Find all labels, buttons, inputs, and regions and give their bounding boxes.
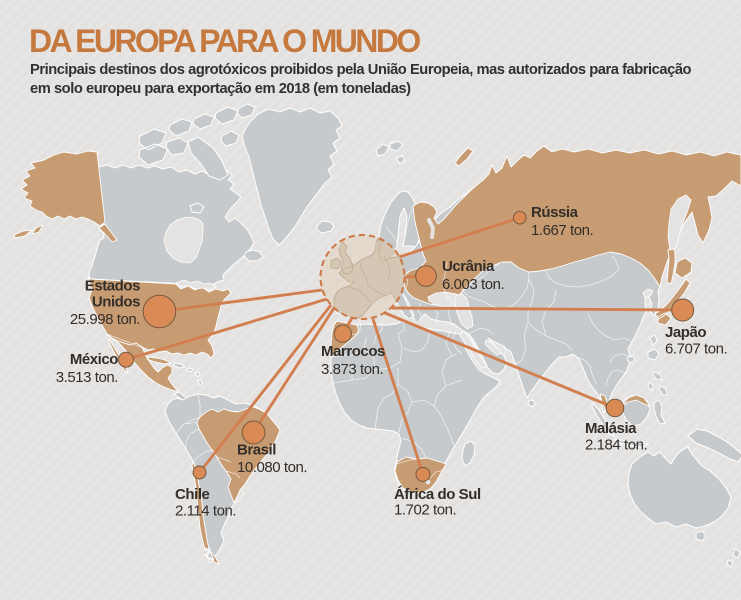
svg-text:1.702 ton.: 1.702 ton. (394, 502, 456, 519)
svg-text:6.003 ton.: 6.003 ton. (442, 276, 504, 293)
svg-text:México: México (70, 351, 118, 368)
svg-text:3.513 ton.: 3.513 ton. (56, 369, 118, 386)
svg-text:Chile: Chile (175, 486, 210, 503)
svg-text:Malásia: Malásia (585, 420, 637, 437)
svg-text:6.707 ton.: 6.707 ton. (665, 341, 727, 358)
svg-text:Estados: Estados (85, 278, 140, 295)
svg-text:Brasil: Brasil (237, 442, 276, 459)
svg-text:África do Sul: África do Sul (394, 486, 481, 503)
svg-text:2.114 ton.: 2.114 ton. (175, 503, 236, 520)
svg-text:10.080 ton.: 10.080 ton. (237, 459, 307, 476)
svg-text:1.667 ton.: 1.667 ton. (531, 222, 593, 239)
svg-text:Japão: Japão (665, 324, 706, 341)
svg-text:Ucrânia: Ucrânia (442, 258, 495, 275)
svg-text:Rússia: Rússia (531, 204, 579, 221)
svg-text:2.184 ton.: 2.184 ton. (585, 437, 647, 454)
svg-text:25.998 ton.: 25.998 ton. (70, 311, 140, 328)
svg-text:Marrocos: Marrocos (321, 343, 385, 360)
svg-text:3.873 ton.: 3.873 ton. (321, 361, 383, 378)
svg-text:Unidos: Unidos (92, 294, 140, 311)
